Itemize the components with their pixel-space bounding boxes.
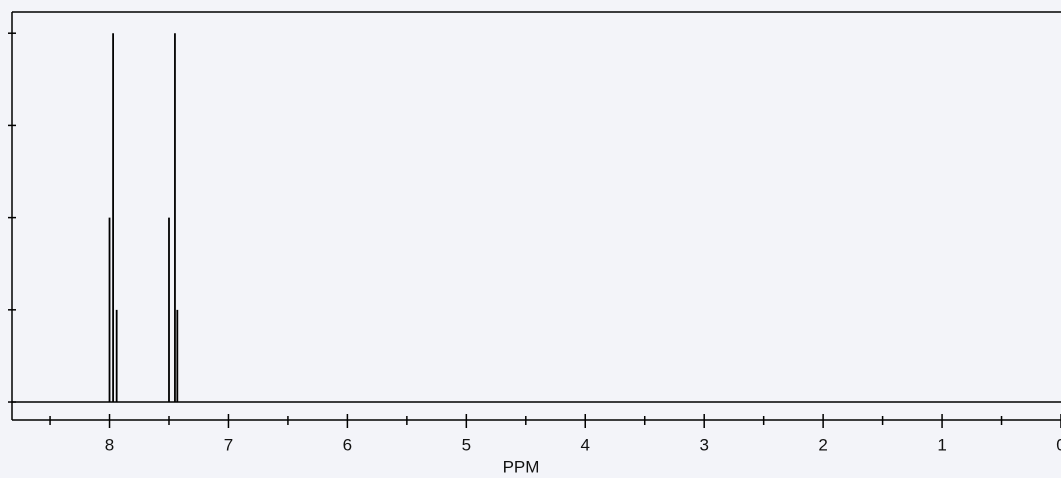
x-tick-label: 3: [699, 435, 708, 454]
x-axis-label: PPM: [503, 457, 540, 476]
x-tick-label: 2: [818, 435, 827, 454]
x-tick-label: 0: [1056, 435, 1061, 454]
x-tick-label: 8: [105, 435, 114, 454]
x-tick-label: 6: [343, 435, 352, 454]
x-tick-label: 5: [462, 435, 471, 454]
x-tick-label: 4: [581, 435, 590, 454]
x-tick-label: 7: [224, 435, 233, 454]
x-tick-label: 1: [937, 435, 946, 454]
